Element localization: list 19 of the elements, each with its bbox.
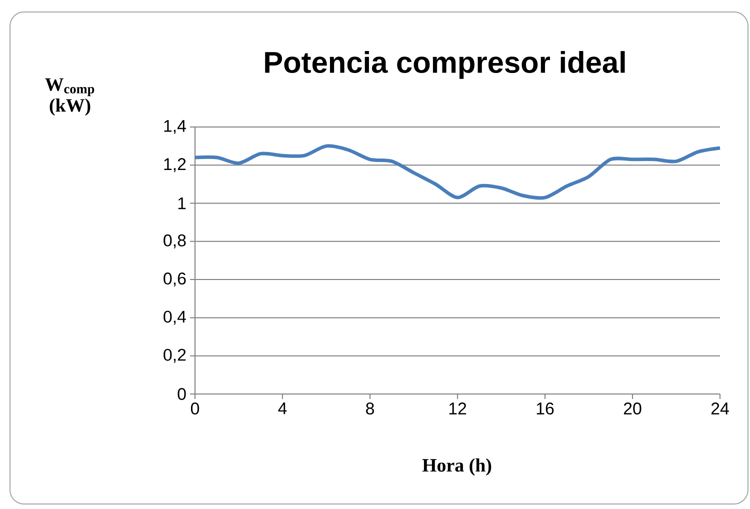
y-tick-label: 1 (178, 197, 186, 210)
y-tick-label: 1,2 (164, 158, 186, 172)
x-tick-label: 16 (536, 402, 554, 414)
x-tick-label: 20 (624, 402, 642, 414)
x-tick-label: 12 (449, 402, 466, 414)
y-tick-label: 1,4 (164, 120, 186, 134)
x-axis-title: Hora (h) (422, 458, 492, 476)
y-axis-title: W$_{comp}$ (kW) (45, 78, 94, 116)
line-series (193, 144, 722, 200)
x-tick-label: 8 (366, 402, 374, 414)
x-tick-label: 24 (711, 402, 729, 414)
y-tick-label: 0,4 (164, 310, 186, 325)
y-tick-label: 0 (178, 388, 186, 400)
chart-title: Potencia compresor ideal (265, 51, 625, 79)
y-tick-label: 0,8 (164, 234, 186, 248)
x-tick-label: 0 (190, 402, 200, 414)
x-tick-label: 4 (278, 402, 287, 414)
y-tick-label: 0,2 (164, 348, 186, 363)
y-tick-label: 0,6 (164, 272, 186, 287)
